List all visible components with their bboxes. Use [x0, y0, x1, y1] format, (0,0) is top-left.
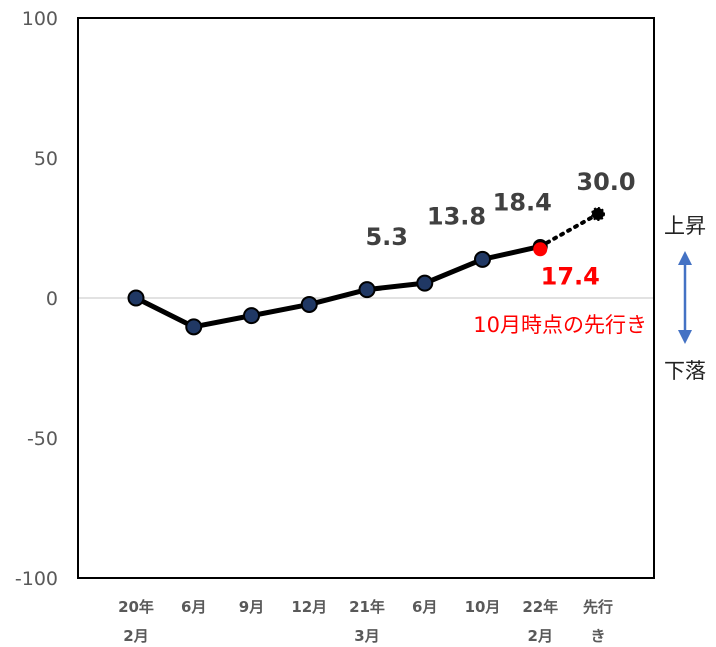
x-tick-label: 12月	[291, 598, 327, 616]
series-line	[134, 244, 541, 330]
x-tick-label: 先行	[583, 598, 613, 616]
forecast-point	[591, 207, 605, 221]
x-tick-label: 3月	[354, 627, 379, 645]
up-down-arrow	[678, 251, 692, 344]
data-point	[300, 295, 318, 313]
y-tick-label: 0	[46, 288, 58, 310]
x-tick-label: 6月	[181, 598, 206, 616]
forecast-note: 10月時点の先行き	[473, 313, 647, 337]
data-point	[243, 307, 260, 325]
y-tick-label: 50	[34, 148, 58, 170]
x-tick-label: 21年	[349, 598, 385, 616]
y-tick-label: 100	[22, 8, 58, 30]
data-label: 5.3	[365, 223, 408, 251]
x-tick-label: 10月	[465, 598, 501, 616]
data-point	[185, 318, 203, 336]
forecast-line	[538, 212, 600, 249]
x-tick-label: 9月	[239, 598, 264, 616]
x-tick-label: 2月	[123, 627, 148, 645]
highlight-data-point	[533, 242, 548, 257]
data-label: 13.8	[427, 202, 486, 230]
x-tick-label: 6月	[412, 598, 437, 616]
down-label: 下落	[664, 359, 706, 383]
data-point	[474, 250, 491, 268]
data-point	[416, 274, 434, 292]
x-tick-label: き	[590, 627, 605, 645]
x-tick-label: 2月	[528, 627, 553, 645]
x-tick-label: 22年	[522, 598, 558, 616]
data-point	[127, 289, 145, 307]
up-label: 上昇	[664, 214, 706, 238]
highlight-value-label: 17.4	[541, 262, 600, 290]
data-point	[358, 281, 376, 299]
data-label: 18.4	[493, 188, 552, 216]
data-label: 30.0	[576, 168, 635, 196]
x-tick-label: 20年	[118, 598, 154, 616]
y-tick-label: -50	[27, 428, 58, 450]
y-tick-label: -100	[15, 568, 58, 590]
